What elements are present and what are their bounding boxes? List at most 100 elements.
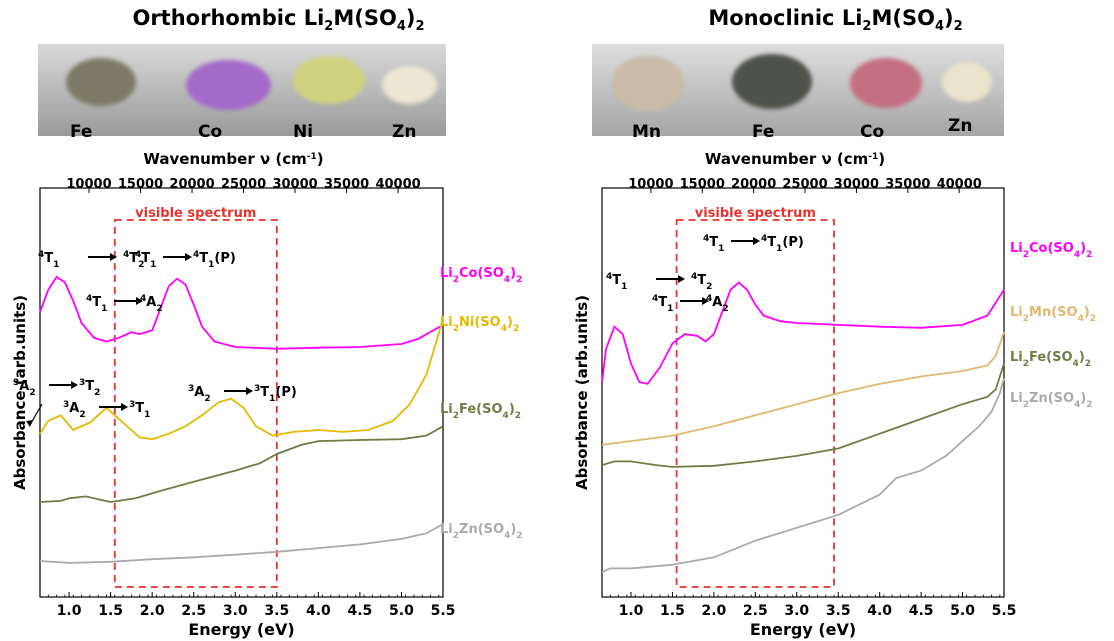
transition-sub: 2 (156, 304, 162, 314)
title-subscript: 2 (862, 19, 872, 35)
transition-sub: 1 (208, 260, 214, 270)
transition-sup: 4 (703, 234, 709, 244)
transition-label: 4T1(P) (761, 234, 804, 254)
y-axis-title: Absorbance (arb.units) (573, 295, 591, 490)
sample-powder-zn (942, 62, 992, 102)
x-tick-label: 1.5 (660, 603, 685, 619)
series-label-sub: 2 (1090, 314, 1096, 324)
top-axis-title-text: ) (878, 150, 885, 168)
series-label-text: Li (440, 402, 453, 417)
series-label: Li2Mn(SO4)2 (1010, 305, 1096, 324)
series-label-text: Mn(SO (1029, 305, 1078, 320)
transition-sup: 4 (691, 272, 697, 282)
transition-label: 3A2 (63, 400, 86, 420)
series-label-sub: 2 (516, 531, 522, 541)
series-label-sub: 2 (453, 275, 459, 285)
transition-text: T (767, 235, 776, 250)
transition-sup: 3 (79, 378, 85, 388)
series-label-text: ) (510, 522, 516, 537)
series-label-text: Li (440, 522, 453, 537)
transition-text: T (85, 379, 94, 394)
series-line (39, 523, 444, 564)
series-label-sub: 2 (1086, 250, 1092, 260)
series-label-sub: 4 (503, 411, 509, 421)
series-label-text: Fe(SO (459, 402, 503, 417)
sample-powder-mn (612, 56, 684, 111)
transition-sub: 2 (722, 304, 728, 314)
x-tick-label: 3.5 (826, 603, 851, 619)
transition-sub: 1 (101, 304, 107, 314)
transition-sub: 2 (29, 388, 35, 398)
top-axis-title-sup: -1 (868, 152, 878, 162)
transition-arrowhead (136, 297, 143, 305)
sample-powder-fe (732, 54, 812, 109)
transition-text: A (146, 295, 156, 310)
title-text: Orthorhombic Li (132, 6, 325, 30)
series-label-text: Li (440, 266, 453, 281)
top-tick-label: 25000 (221, 177, 266, 192)
transition-text: T (141, 251, 150, 266)
sample-powder-zn (382, 66, 437, 104)
series-label-sub: 4 (504, 275, 510, 285)
x-tick-label: 4.0 (867, 603, 892, 619)
panel-title: Monoclinic Li2M(SO4)2 (557, 6, 1114, 34)
transition-label: 3A2 (13, 378, 36, 398)
series-label-text: Li (1010, 305, 1023, 320)
x-tick-label: 5.5 (992, 603, 1017, 619)
x-tick-label: 1.0 (57, 603, 82, 619)
series-label: Li2Fe(SO4)2 (1010, 350, 1091, 369)
x-axis-title: Energy (eV) (188, 620, 294, 639)
series-label: Li2Zn(SO4)2 (1010, 391, 1093, 410)
transition-sub: 1 (718, 244, 724, 254)
transition-text: A (712, 295, 722, 310)
top-tick-label: 30000 (834, 177, 879, 192)
transition-label: 4T1 (86, 294, 107, 314)
series-label-sub: 4 (504, 531, 510, 541)
title-subscript: 2 (953, 19, 963, 35)
top-tick-label: 25000 (782, 177, 827, 192)
top-axis-title-text: ) (317, 150, 324, 168)
transition-sup: 3 (254, 384, 260, 394)
sample-photo-strip: Fe Co Ni Zn (38, 44, 446, 142)
transition-label: 3T2 (79, 378, 100, 398)
transition-arrowhead (185, 253, 192, 261)
transition-arrowhead (702, 297, 709, 305)
transition-label: 4A2 (706, 294, 729, 314)
top-axis-title-sup: -1 (307, 152, 317, 162)
plot-frame (39, 187, 444, 598)
series-label-text: ) (1080, 241, 1086, 256)
transition-text: (P) (782, 235, 803, 250)
transition-text: T (697, 273, 706, 288)
sample-label: Co (860, 122, 885, 142)
title-text: ) (943, 6, 954, 30)
transition-arrowhead (110, 253, 117, 261)
series-label-sub: 4 (501, 324, 507, 334)
series-line (39, 319, 444, 441)
transition-text: T (44, 251, 53, 266)
sample-label: Zn (948, 116, 973, 136)
sample-powder-co (850, 58, 922, 108)
series-label-text: ) (509, 402, 515, 417)
transition-text: T (260, 385, 269, 400)
transition-sub: 1 (667, 304, 673, 314)
series-label-text: Li (440, 315, 453, 330)
series-label-sub: 2 (516, 275, 522, 285)
series-label-sub: 2 (515, 411, 521, 421)
title-subscript: 2 (415, 19, 425, 35)
transition-sup: 3 (13, 378, 19, 388)
x-tick-label: 2.5 (743, 603, 768, 619)
transition-arrowhead (753, 237, 760, 245)
transition-sub: 2 (204, 394, 210, 404)
pointer-arrowhead (26, 420, 33, 427)
transition-sup: 4 (86, 294, 92, 304)
transition-sub: 2 (79, 410, 85, 420)
transition-sup: 3 (129, 400, 135, 410)
title-text: M(SO (871, 6, 935, 30)
transition-sup: 4 (38, 250, 44, 260)
transition-sup: 4 (135, 250, 141, 260)
series-label-text: Li (1010, 350, 1023, 365)
transition-sub: 2 (706, 282, 712, 292)
series-label-sub: 2 (453, 531, 459, 541)
series-label-text: Li (1010, 241, 1023, 256)
title-text: M(SO (333, 6, 397, 30)
